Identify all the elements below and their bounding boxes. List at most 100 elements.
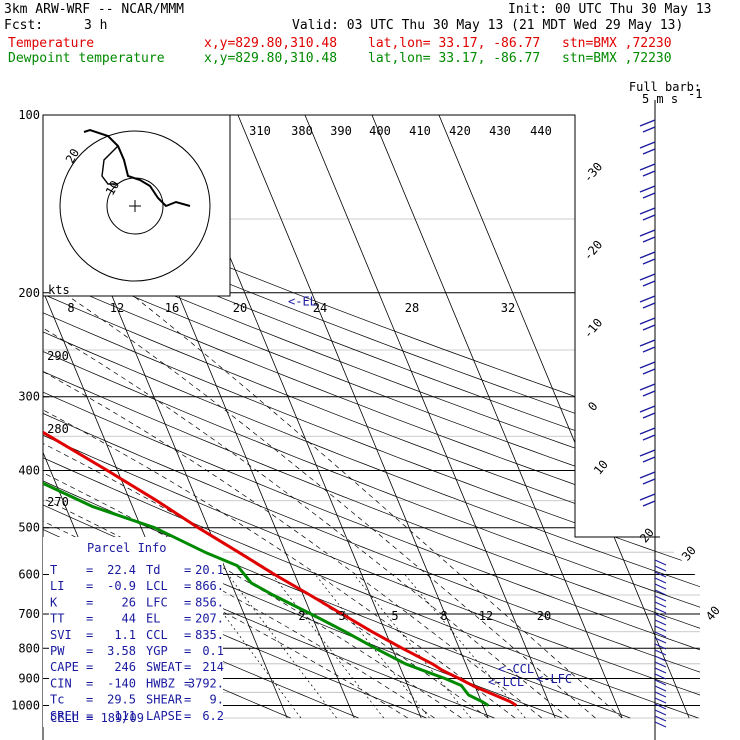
valid-time: Valid: 03 UTC Thu 30 May 13 (21 MDT Wed … bbox=[292, 18, 684, 33]
parcel-info-value: 3.58 bbox=[107, 644, 136, 658]
parcel-info-key: Tc bbox=[50, 693, 64, 707]
hodograph-ring-label: 20 bbox=[63, 146, 82, 166]
parcel-info-key: K bbox=[50, 595, 58, 609]
wind-barb bbox=[654, 595, 667, 602]
wind-barb bbox=[639, 229, 656, 243]
legend-dewpoint-station: stn=BMX ,72230 bbox=[562, 51, 672, 66]
isotherm-label: -10 bbox=[581, 316, 606, 342]
parcel-info-eq: = bbox=[86, 595, 93, 609]
dry-adiabat-line bbox=[43, 115, 700, 719]
parcel-info-cell: CELL = 189/09 bbox=[50, 711, 144, 725]
parcel-info-eq: = bbox=[184, 709, 191, 723]
wind-barb bbox=[654, 691, 667, 698]
pressure-tick-label: 300 bbox=[18, 390, 40, 404]
parcel-info-value: 29.5 bbox=[107, 693, 136, 707]
moist-adiabat-line bbox=[43, 292, 543, 719]
wind-barb bbox=[639, 493, 656, 507]
mixing-ratio-line bbox=[314, 574, 430, 719]
dry-adiabat-line bbox=[43, 115, 700, 719]
wind-barb bbox=[654, 667, 667, 674]
mixing-ratio-line bbox=[227, 574, 337, 719]
pressure-tick-label: 900 bbox=[18, 671, 40, 685]
parcel-info-value: 856. bbox=[195, 595, 224, 609]
parcel-info-key: CCL bbox=[146, 628, 168, 642]
wind-barb bbox=[639, 339, 656, 353]
isotherm-label: -30 bbox=[581, 160, 606, 186]
wind-barb bbox=[654, 637, 667, 644]
parcel-info-key: LI bbox=[50, 579, 64, 593]
parcel-info-eq: = bbox=[86, 693, 93, 707]
wind-barb bbox=[654, 709, 667, 716]
parcel-info-value: 9. bbox=[210, 693, 224, 707]
mixing-ratio-label: 2 bbox=[298, 609, 305, 623]
barb-key-value: 5 m s bbox=[642, 92, 678, 106]
wind-barb bbox=[654, 703, 667, 710]
theta-label: 430 bbox=[489, 124, 511, 138]
dry-adiabat-line bbox=[43, 115, 700, 719]
wind-barb bbox=[654, 673, 667, 680]
forecast-hour: 3 h bbox=[84, 18, 108, 33]
theta-left-label: 270 bbox=[47, 495, 69, 509]
isotherm-label: 0 bbox=[585, 399, 600, 414]
parcel-info-value: 6.2 bbox=[202, 709, 224, 723]
wind-barb bbox=[639, 383, 656, 397]
parcel-info-eq: = bbox=[86, 563, 93, 577]
model-name: 3km ARW-WRF -- NCAR/MMM bbox=[4, 2, 185, 17]
theta-label: 440 bbox=[530, 124, 552, 138]
parcel-info-key: SWEAT bbox=[146, 660, 182, 674]
pressure-tick-label: 1000 bbox=[11, 698, 40, 712]
parcel-info-eq: = bbox=[184, 644, 191, 658]
parcel-info-box bbox=[43, 537, 223, 727]
wind-barb bbox=[639, 273, 656, 287]
wind-barb bbox=[654, 649, 667, 656]
parcel-info-key: SHEAR bbox=[146, 693, 183, 707]
parcel-info-eq: = bbox=[86, 709, 93, 723]
moist-adiabat-line bbox=[43, 292, 516, 719]
parcel-info-key: LCL bbox=[146, 579, 168, 593]
parcel-info-key: TT bbox=[50, 612, 64, 626]
wind-barb bbox=[639, 317, 656, 331]
pressure-tick-label: 500 bbox=[18, 521, 40, 535]
parcel-info-key: LFC bbox=[146, 595, 168, 609]
parcel-info-eq: = bbox=[184, 595, 191, 609]
parcel-info-eq: = bbox=[184, 579, 191, 593]
wind-barb bbox=[654, 589, 667, 596]
barb-key-title: Full barb: bbox=[629, 80, 701, 94]
forecast-label: Fcst: bbox=[4, 18, 44, 33]
legend-temperature-station: stn=BMX ,72230 bbox=[562, 36, 672, 51]
mixing-ratio-line bbox=[272, 574, 385, 719]
theta-left-label: 290 bbox=[47, 349, 69, 363]
theta-label: 310 bbox=[249, 124, 271, 138]
parcel-info-title: Parcel Info bbox=[87, 541, 166, 555]
dry-adiabat-line bbox=[43, 115, 699, 719]
hodograph-ring-label: 10 bbox=[103, 178, 122, 198]
wind-barb bbox=[654, 577, 667, 584]
isotherm-label: 40 bbox=[703, 603, 723, 623]
parcel-info-value: 866. bbox=[195, 579, 224, 593]
pressure-tick-label: 800 bbox=[18, 641, 40, 655]
wind-barb bbox=[654, 607, 667, 614]
wind-barb bbox=[654, 625, 667, 632]
parcel-info-eq: = bbox=[184, 676, 191, 690]
parcel-info-eq: = bbox=[184, 660, 191, 674]
legend-dewpoint-latlon: lat,lon= 33.17, -86.77 bbox=[368, 51, 541, 66]
dry-adiabat-line bbox=[43, 115, 700, 719]
pressure-tick-label: 400 bbox=[18, 464, 40, 478]
wind-barb bbox=[639, 141, 656, 155]
hodograph-trace bbox=[83, 128, 191, 208]
parcel-info-eq: = bbox=[184, 612, 191, 626]
parcel-level-annotation: <-LFC bbox=[536, 672, 572, 686]
wind-speed-label: 20 bbox=[233, 301, 247, 315]
dry-adiabat-line bbox=[43, 115, 700, 719]
parcel-level-annotation: <-EL bbox=[288, 295, 317, 309]
legend-dewpoint-xy: x,y=829.80,310.48 bbox=[204, 51, 338, 66]
hodograph-trace-lower bbox=[101, 145, 119, 185]
isotherm-label: 10 bbox=[591, 457, 611, 477]
parcel-info-value: 111 bbox=[114, 709, 136, 723]
pressure-tick-label: 600 bbox=[18, 567, 40, 581]
legend-temperature-name: Temperature bbox=[8, 36, 95, 51]
parcel-info-value: -0.9 bbox=[107, 579, 136, 593]
theta-label: 410 bbox=[409, 124, 431, 138]
wind-barb bbox=[654, 679, 667, 686]
